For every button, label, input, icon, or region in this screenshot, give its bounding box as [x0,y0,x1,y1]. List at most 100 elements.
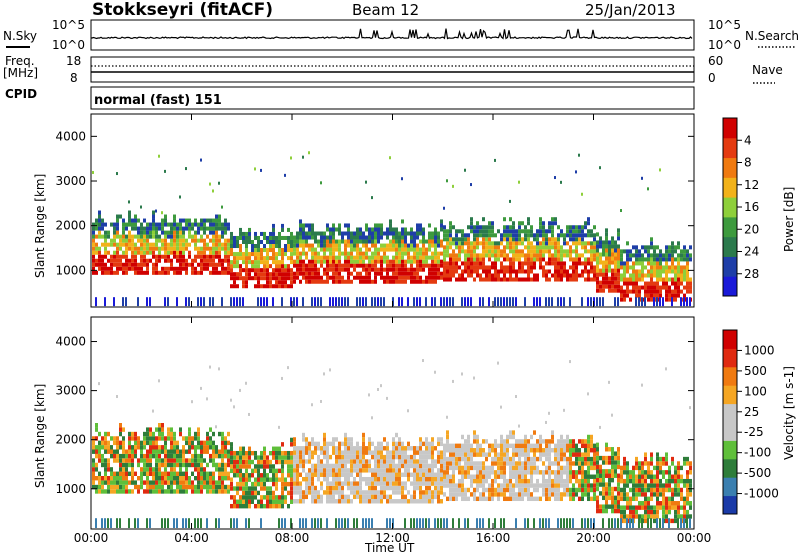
heat-cell [536,470,539,475]
heat-cell [371,494,374,500]
heat-cell [131,436,134,441]
heat-cell [557,478,560,484]
heat-cell [98,484,101,490]
heat-cell [644,487,647,493]
heat-cell [527,518,529,529]
heat-cell [140,480,143,485]
heat-cell [488,241,491,246]
heat-cell [110,258,113,263]
heat-cell [512,241,515,246]
heat-cell [611,491,614,496]
heat-cell [410,459,413,464]
heat-cell [275,256,278,261]
heat-cell [482,483,485,488]
heat-cell [257,473,260,478]
heat-cell [197,297,199,307]
heat-cell [119,445,122,450]
heat-cell [146,436,149,441]
heat-cell [347,485,350,491]
heat-cell [287,490,290,496]
heat-cell [428,446,431,451]
heat-cell [356,259,359,264]
heat-cell [542,439,545,444]
heat-cell [299,251,302,256]
heat-cell [584,456,587,462]
heat-cell [593,452,596,457]
heat-cell [284,173,286,177]
heat-cell [563,439,566,444]
heat-cell [617,464,620,470]
heat-cell [668,285,671,290]
heat-cell [467,273,470,278]
heat-cell [293,472,296,477]
heat-cell [368,446,371,451]
heat-cell [539,233,542,238]
heat-cell [647,465,650,471]
heat-cell [515,443,518,449]
heat-cell [443,478,446,484]
heat-cell [650,257,653,262]
heat-cell [461,237,464,242]
heat-cell [503,253,506,258]
heat-cell [290,473,293,478]
heat-cell [212,238,215,243]
heat-cell [128,258,131,263]
heat-cell [107,242,110,247]
heat-cell [155,453,158,459]
heat-cell [170,458,173,463]
heat-cell [92,440,95,446]
heat-cell [398,472,401,477]
heat-cell [413,239,416,244]
heat-cell [395,275,398,280]
heat-cell [605,256,608,261]
heat-cell [659,249,662,254]
heat-cell [659,285,662,290]
heat-cell [392,441,395,447]
heat-cell [449,478,452,484]
heat-cell [227,471,230,476]
heat-cell [164,471,167,476]
heat-cell [296,485,299,491]
heat-cell [299,267,302,272]
heat-cell [239,503,242,509]
heat-cell [470,465,473,471]
heat-cell [482,249,485,254]
heat-cell [263,284,266,289]
heat-cell [506,237,509,242]
heat-cell [509,456,512,462]
heat-cell [530,229,533,234]
heat-cell [116,436,119,441]
heat-cell [476,470,479,475]
heat-cell [569,265,572,270]
heat-cell [245,455,248,460]
heat-cell [437,490,440,495]
heat-cell [404,454,407,460]
heat-cell [125,222,128,227]
heat-cell [476,461,479,466]
heat-cell [230,442,233,447]
heat-cell [503,265,506,270]
heat-cell [380,384,382,388]
heat-cell [644,492,647,497]
heat-cell [533,249,536,254]
heat-cell [575,265,578,270]
heat-cell [293,297,295,307]
heat-cell [491,273,494,278]
heat-cell [500,439,503,444]
heat-cell [611,280,614,285]
heat-cell [224,440,227,446]
heat-cell [323,468,326,473]
heat-cell [665,487,668,493]
heat-cell [254,248,257,253]
heat-cell [155,445,158,450]
heat-cell [236,260,239,265]
heat-cell [131,462,134,468]
heat-cell [104,254,107,259]
heat-cell [314,463,317,469]
heat-cell [95,262,98,267]
heat-cell [527,487,530,493]
heat-cell [389,156,391,160]
heat-cell [494,249,497,254]
heat-cell [608,256,611,261]
heat-cell [386,468,389,473]
